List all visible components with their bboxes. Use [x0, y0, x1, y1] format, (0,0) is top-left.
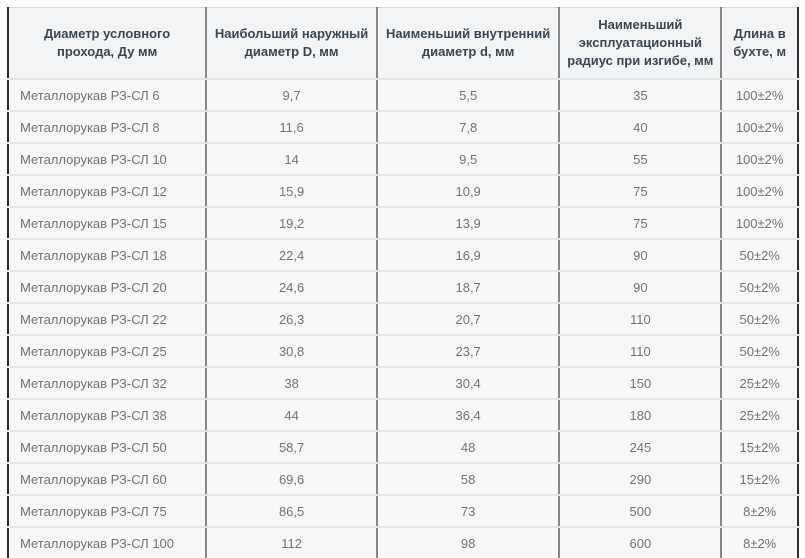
- value-cell: 15,9: [206, 175, 378, 208]
- value-cell: 600: [559, 527, 723, 558]
- value-cell: 19,2: [206, 207, 378, 240]
- value-cell: 15±2%: [721, 463, 798, 496]
- table-row: Металлорукав РЗ-СЛ 22 26,3 20,7 110 50±2%: [8, 303, 798, 336]
- value-cell: 50±2%: [721, 335, 798, 368]
- product-name-cell: Металлорукав РЗ-СЛ 22: [8, 303, 208, 336]
- value-cell: 25±2%: [721, 367, 798, 400]
- table-body: Металлорукав РЗ-СЛ 6 9,7 5,5 35 100±2% Металл…: [8, 79, 798, 558]
- value-cell: 75: [559, 175, 723, 208]
- table-row: Металлорукав РЗ-СЛ 8 11,6 7,8 40 100±2%: [8, 111, 798, 144]
- value-cell: 44: [206, 399, 378, 432]
- value-cell: 8±2%: [721, 495, 798, 528]
- product-name-cell: Металлорукав РЗ-СЛ 8: [8, 111, 208, 144]
- value-cell: 100±2%: [721, 207, 798, 240]
- value-cell: 13,9: [376, 207, 561, 240]
- value-cell: 11,6: [206, 111, 378, 144]
- value-cell: 7,8: [376, 111, 561, 144]
- value-cell: 75: [559, 207, 723, 240]
- product-name-cell: Металлорукав РЗ-СЛ 50: [8, 431, 208, 464]
- value-cell: 86,5: [206, 495, 378, 528]
- value-cell: 20,7: [376, 303, 561, 336]
- value-cell: 500: [559, 495, 723, 528]
- column-header-inner-diameter: Наименьший внутренний диаметр d, мм: [376, 7, 561, 80]
- value-cell: 50±2%: [721, 239, 798, 272]
- hose-spec-table-container: Диаметр условного прохода, Ду мм Наиболь…: [7, 7, 799, 558]
- value-cell: 100±2%: [721, 175, 798, 208]
- value-cell: 5,5: [376, 79, 561, 112]
- product-name-cell: Металлорукав РЗ-СЛ 75: [8, 495, 208, 528]
- value-cell: 58,7: [206, 431, 378, 464]
- value-cell: 58: [376, 463, 561, 496]
- product-name-cell: Металлорукав РЗ-СЛ 32: [8, 367, 208, 400]
- table-row: Металлорукав РЗ-СЛ 100 112 98 600 8±2%: [8, 527, 798, 558]
- table-header-row: Диаметр условного прохода, Ду мм Наиболь…: [8, 7, 798, 80]
- value-cell: 100±2%: [721, 79, 798, 112]
- value-cell: 30,8: [206, 335, 378, 368]
- value-cell: 9,5: [376, 143, 561, 176]
- value-cell: 90: [559, 239, 723, 272]
- hose-spec-table: Диаметр условного прохода, Ду мм Наиболь…: [7, 7, 799, 558]
- table-row: Металлорукав РЗ-СЛ 18 22,4 16,9 90 50±2%: [8, 239, 798, 272]
- table-row: Металлорукав РЗ-СЛ 12 15,9 10,9 75 100±2%: [8, 175, 798, 208]
- value-cell: 36,4: [376, 399, 561, 432]
- value-cell: 24,6: [206, 271, 378, 304]
- product-name-cell: Металлорукав РЗ-СЛ 10: [8, 143, 208, 176]
- value-cell: 35: [559, 79, 723, 112]
- value-cell: 69,6: [206, 463, 378, 496]
- value-cell: 9,7: [206, 79, 378, 112]
- product-name-cell: Металлорукав РЗ-СЛ 15: [8, 207, 208, 240]
- value-cell: 100±2%: [721, 111, 798, 144]
- table-row: Металлорукав РЗ-СЛ 75 86,5 73 500 8±2%: [8, 495, 798, 528]
- table-row: Металлорукав РЗ-СЛ 15 19,2 13,9 75 100±2%: [8, 207, 798, 240]
- value-cell: 55: [559, 143, 723, 176]
- column-header-bend-radius: Наименьший эксплуатационный радиус при и…: [559, 7, 723, 80]
- product-name-cell: Металлорукав РЗ-СЛ 20: [8, 271, 208, 304]
- value-cell: 100±2%: [721, 143, 798, 176]
- value-cell: 18,7: [376, 271, 561, 304]
- column-header-coil-length: Длина в бухте, м: [721, 7, 798, 80]
- product-name-cell: Металлорукав РЗ-СЛ 6: [8, 79, 208, 112]
- value-cell: 48: [376, 431, 561, 464]
- product-name-cell: Металлорукав РЗ-СЛ 12: [8, 175, 208, 208]
- value-cell: 26,3: [206, 303, 378, 336]
- column-header-outer-diameter: Наибольший наружный диаметр D, мм: [206, 7, 378, 80]
- value-cell: 50±2%: [721, 271, 798, 304]
- value-cell: 110: [559, 303, 723, 336]
- value-cell: 112: [206, 527, 378, 558]
- value-cell: 16,9: [376, 239, 561, 272]
- value-cell: 38: [206, 367, 378, 400]
- product-name-cell: Металлорукав РЗ-СЛ 100: [8, 527, 208, 558]
- value-cell: 30,4: [376, 367, 561, 400]
- value-cell: 150: [559, 367, 723, 400]
- value-cell: 290: [559, 463, 723, 496]
- product-name-cell: Металлорукав РЗ-СЛ 60: [8, 463, 208, 496]
- value-cell: 22,4: [206, 239, 378, 272]
- value-cell: 15±2%: [721, 431, 798, 464]
- value-cell: 50±2%: [721, 303, 798, 336]
- product-name-cell: Металлорукав РЗ-СЛ 25: [8, 335, 208, 368]
- value-cell: 110: [559, 335, 723, 368]
- value-cell: 23,7: [376, 335, 561, 368]
- value-cell: 8±2%: [721, 527, 798, 558]
- value-cell: 90: [559, 271, 723, 304]
- product-name-cell: Металлорукав РЗ-СЛ 38: [8, 399, 208, 432]
- column-header-nominal-diameter: Диаметр условного прохода, Ду мм: [8, 7, 208, 80]
- table-row: Металлорукав РЗ-СЛ 6 9,7 5,5 35 100±2%: [8, 79, 798, 112]
- table-row: Металлорукав РЗ-СЛ 50 58,7 48 245 15±2%: [8, 431, 798, 464]
- table-row: Металлорукав РЗ-СЛ 20 24,6 18,7 90 50±2%: [8, 271, 798, 304]
- value-cell: 14: [206, 143, 378, 176]
- value-cell: 180: [559, 399, 723, 432]
- table-row: Металлорукав РЗ-СЛ 60 69,6 58 290 15±2%: [8, 463, 798, 496]
- value-cell: 40: [559, 111, 723, 144]
- value-cell: 73: [376, 495, 561, 528]
- table-row: Металлорукав РЗ-СЛ 32 38 30,4 150 25±2%: [8, 367, 798, 400]
- value-cell: 245: [559, 431, 723, 464]
- value-cell: 10,9: [376, 175, 561, 208]
- table-row: Металлорукав РЗ-СЛ 10 14 9,5 55 100±2%: [8, 143, 798, 176]
- value-cell: 98: [376, 527, 561, 558]
- table-row: Металлорукав РЗ-СЛ 38 44 36,4 180 25±2%: [8, 399, 798, 432]
- product-name-cell: Металлорукав РЗ-СЛ 18: [8, 239, 208, 272]
- value-cell: 25±2%: [721, 399, 798, 432]
- table-row: Металлорукав РЗ-СЛ 25 30,8 23,7 110 50±2%: [8, 335, 798, 368]
